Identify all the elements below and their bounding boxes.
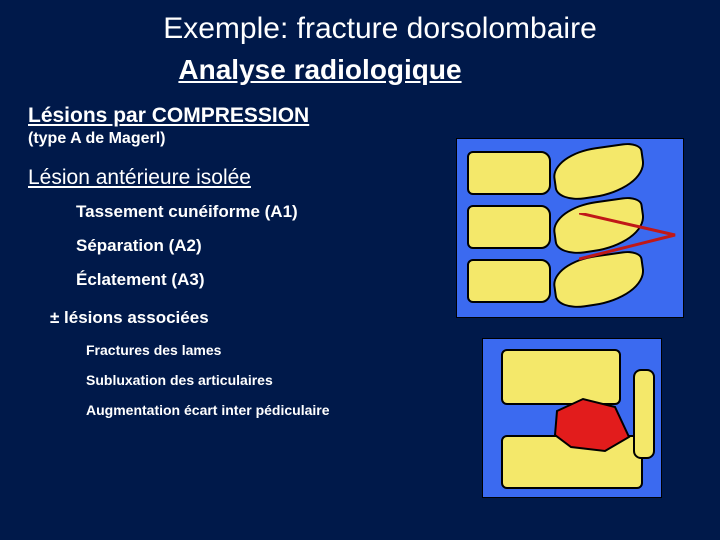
vertebra-body-icon — [467, 259, 551, 303]
slide-subtitle: Analyse radiologique — [0, 54, 692, 86]
vertebra-posterior-icon — [550, 141, 648, 203]
slide-title: Exemple: fracture dorsolombaire — [68, 12, 692, 46]
figure-burst-fragment — [482, 338, 662, 498]
vertebra-body-icon — [467, 151, 551, 195]
red-wedge-icon — [579, 213, 679, 263]
red-fragment-icon — [553, 397, 633, 455]
section-heading: Lésions par COMPRESSION — [28, 104, 692, 128]
slide: Exemple: fracture dorsolombaire Analyse … — [0, 0, 720, 540]
vertebra-body-icon — [467, 205, 551, 249]
figure-spine-lateral — [456, 138, 684, 318]
vertebra-posterior-icon — [633, 369, 655, 459]
